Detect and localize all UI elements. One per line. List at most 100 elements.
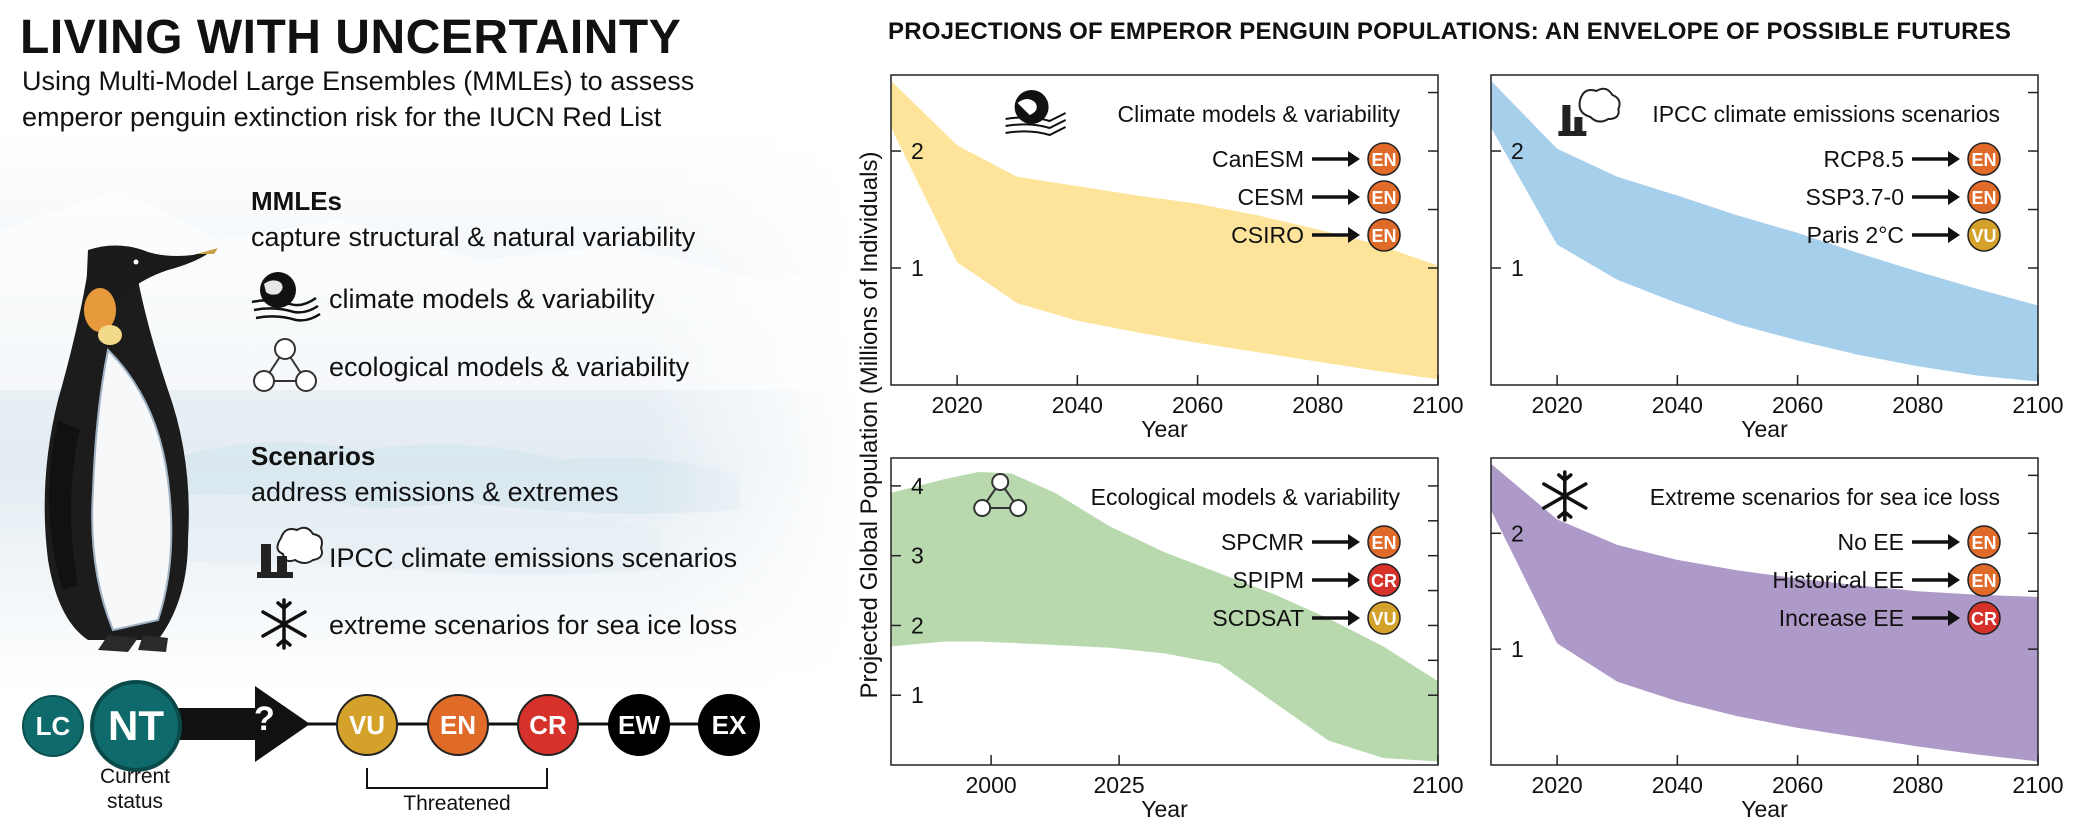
status-badge-label: CR bbox=[1371, 571, 1397, 591]
arrow-right-icon bbox=[1912, 151, 1960, 167]
x-axis-label: Year bbox=[1741, 796, 1788, 822]
legend-label: SPIPM bbox=[1232, 567, 1304, 593]
plot-frame bbox=[890, 457, 1439, 766]
x-tick-label: 2020 bbox=[1532, 772, 1583, 798]
population-envelope bbox=[891, 80, 1438, 380]
mmles-item-climate-label: climate models & variability bbox=[329, 284, 655, 314]
scenarios-item-ipcc-label: IPCC climate emissions scenarios bbox=[329, 543, 738, 573]
legend-label: CSIRO bbox=[1231, 222, 1304, 248]
status-en-badge: EN bbox=[427, 694, 489, 756]
status-badge bbox=[1367, 180, 1401, 214]
x-tick-label: 2060 bbox=[1172, 392, 1223, 418]
status-badge-label: EN bbox=[1371, 188, 1396, 208]
scenarios-description: address emissions & extremes bbox=[251, 477, 619, 507]
subtitle-line-1: Using Multi-Model Large Ensembles (MMLEs… bbox=[22, 66, 695, 96]
mmles-description: capture structural & natural variability bbox=[251, 222, 696, 252]
y-tick-label: 1 bbox=[1511, 255, 1524, 281]
main-title: LIVING WITH UNCERTAINTY bbox=[20, 11, 682, 64]
legend-label: Increase EE bbox=[1779, 605, 1904, 631]
plot-frame bbox=[890, 74, 1439, 386]
status-ew-badge: EW bbox=[608, 694, 670, 756]
status-badge-label: EN bbox=[1371, 533, 1396, 553]
y-tick-label: 2 bbox=[911, 138, 924, 164]
factory-smoke-icon bbox=[257, 526, 323, 578]
y-tick-label: 1 bbox=[911, 682, 924, 708]
status-nt-badge: NT bbox=[90, 680, 182, 772]
chart-panel-2: 1 2 2020 2040 2060 2080 2100 Year IPCC climate e… bbox=[1490, 74, 2064, 442]
status-badge-label: CR bbox=[1971, 609, 1997, 629]
y-tick-label: 1 bbox=[1511, 636, 1524, 662]
population-envelope bbox=[891, 472, 1438, 762]
network-triangle-icon bbox=[253, 338, 317, 392]
population-envelope bbox=[1491, 80, 2038, 382]
mmles-item-ecological-label: ecological models & variability bbox=[329, 352, 690, 382]
status-badge bbox=[1967, 525, 2001, 559]
chart-panel-1: 1 2 2020 2040 2060 2080 2100 Year Climate models… bbox=[890, 74, 1464, 442]
status-badge-label: EN bbox=[1971, 188, 1996, 208]
plot-frame bbox=[1490, 457, 2039, 766]
status-badge-label: VU bbox=[1371, 609, 1396, 629]
status-badge bbox=[1967, 563, 2001, 597]
y-tick-label: 2 bbox=[1511, 520, 1524, 546]
y-tick-label: 2 bbox=[1511, 138, 1524, 164]
status-ex-badge: EX bbox=[698, 694, 760, 756]
plot-frame bbox=[1490, 74, 2039, 386]
factory-smoke-icon bbox=[1558, 87, 1621, 136]
x-tick-label: 2080 bbox=[1892, 392, 1943, 418]
x-axis-label: Year bbox=[1141, 796, 1188, 822]
status-badge bbox=[1967, 142, 2001, 176]
panels-title: PROJECTIONS OF EMPEROR PENGUIN POPULATIO… bbox=[888, 18, 2012, 45]
mmles-heading: MMLEs bbox=[251, 186, 342, 216]
x-tick-label: 2100 bbox=[1412, 392, 1463, 418]
arrow-right-icon bbox=[1312, 227, 1360, 243]
threatened-caption: Threatened bbox=[403, 792, 511, 815]
x-tick-label: 2040 bbox=[1652, 392, 1703, 418]
x-tick-label: 2040 bbox=[1052, 392, 1103, 418]
status-badge-label: EN bbox=[1971, 571, 1996, 591]
x-tick-label: 2100 bbox=[1412, 772, 1463, 798]
snowflake-icon bbox=[1542, 470, 1588, 522]
panel-title: Extreme scenarios for sea ice loss bbox=[1650, 484, 2000, 510]
legend-label: RCP8.5 bbox=[1823, 146, 1904, 172]
panel-title: Climate models & variability bbox=[1118, 101, 1401, 127]
chart-panel-3: 1 2 3 4 2000 2025 2100 Year Ecological models & … bbox=[890, 457, 1464, 822]
status-vu-badge: VU bbox=[336, 694, 398, 756]
subtitle-line-2: emperor penguin extinction risk for the … bbox=[22, 102, 662, 132]
legend-label: SSP3.7-0 bbox=[1806, 184, 1904, 210]
x-tick-label: 2080 bbox=[1292, 392, 1343, 418]
x-tick-label: 2100 bbox=[2012, 392, 2063, 418]
status-badge bbox=[1967, 601, 2001, 635]
status-badge bbox=[1967, 218, 2001, 252]
x-tick-label: 2020 bbox=[932, 392, 983, 418]
status-badge bbox=[1367, 601, 1401, 635]
arrow-right-icon bbox=[1912, 610, 1960, 626]
x-tick-label: 2080 bbox=[1892, 772, 1943, 798]
arrow-right-icon bbox=[1312, 610, 1360, 626]
arrow-right-icon bbox=[1312, 534, 1360, 550]
x-tick-label: 2060 bbox=[1772, 772, 1823, 798]
x-tick-label: 2100 bbox=[2012, 772, 2063, 798]
network-triangle-icon bbox=[973, 473, 1028, 517]
x-axis-label: Year bbox=[1141, 416, 1188, 442]
arrow-right-icon bbox=[1312, 151, 1360, 167]
arrow-right-icon bbox=[1912, 572, 1960, 588]
globe-wind-icon bbox=[1005, 90, 1067, 137]
current-status-caption-line2: status bbox=[106, 790, 164, 813]
y-tick-label: 3 bbox=[911, 543, 924, 569]
legend-label: SCDSAT bbox=[1212, 605, 1304, 631]
y-tick-label: 4 bbox=[911, 473, 924, 499]
current-status-caption-line1: Current bbox=[99, 765, 171, 788]
status-badge-label: EN bbox=[1971, 533, 1996, 553]
status-badge-label: VU bbox=[1971, 226, 1996, 246]
y-tick-label: 2 bbox=[911, 612, 924, 638]
x-tick-label: 2060 bbox=[1772, 392, 1823, 418]
legend-label: SPCMR bbox=[1221, 529, 1304, 555]
legend-label: CanESM bbox=[1212, 146, 1304, 172]
status-badge bbox=[1967, 180, 2001, 214]
status-badge-label: EN bbox=[1371, 226, 1396, 246]
status-badge bbox=[1367, 142, 1401, 176]
status-badge-label: EN bbox=[1371, 150, 1396, 170]
status-badge bbox=[1367, 218, 1401, 252]
arrow-right-icon bbox=[1912, 227, 1960, 243]
